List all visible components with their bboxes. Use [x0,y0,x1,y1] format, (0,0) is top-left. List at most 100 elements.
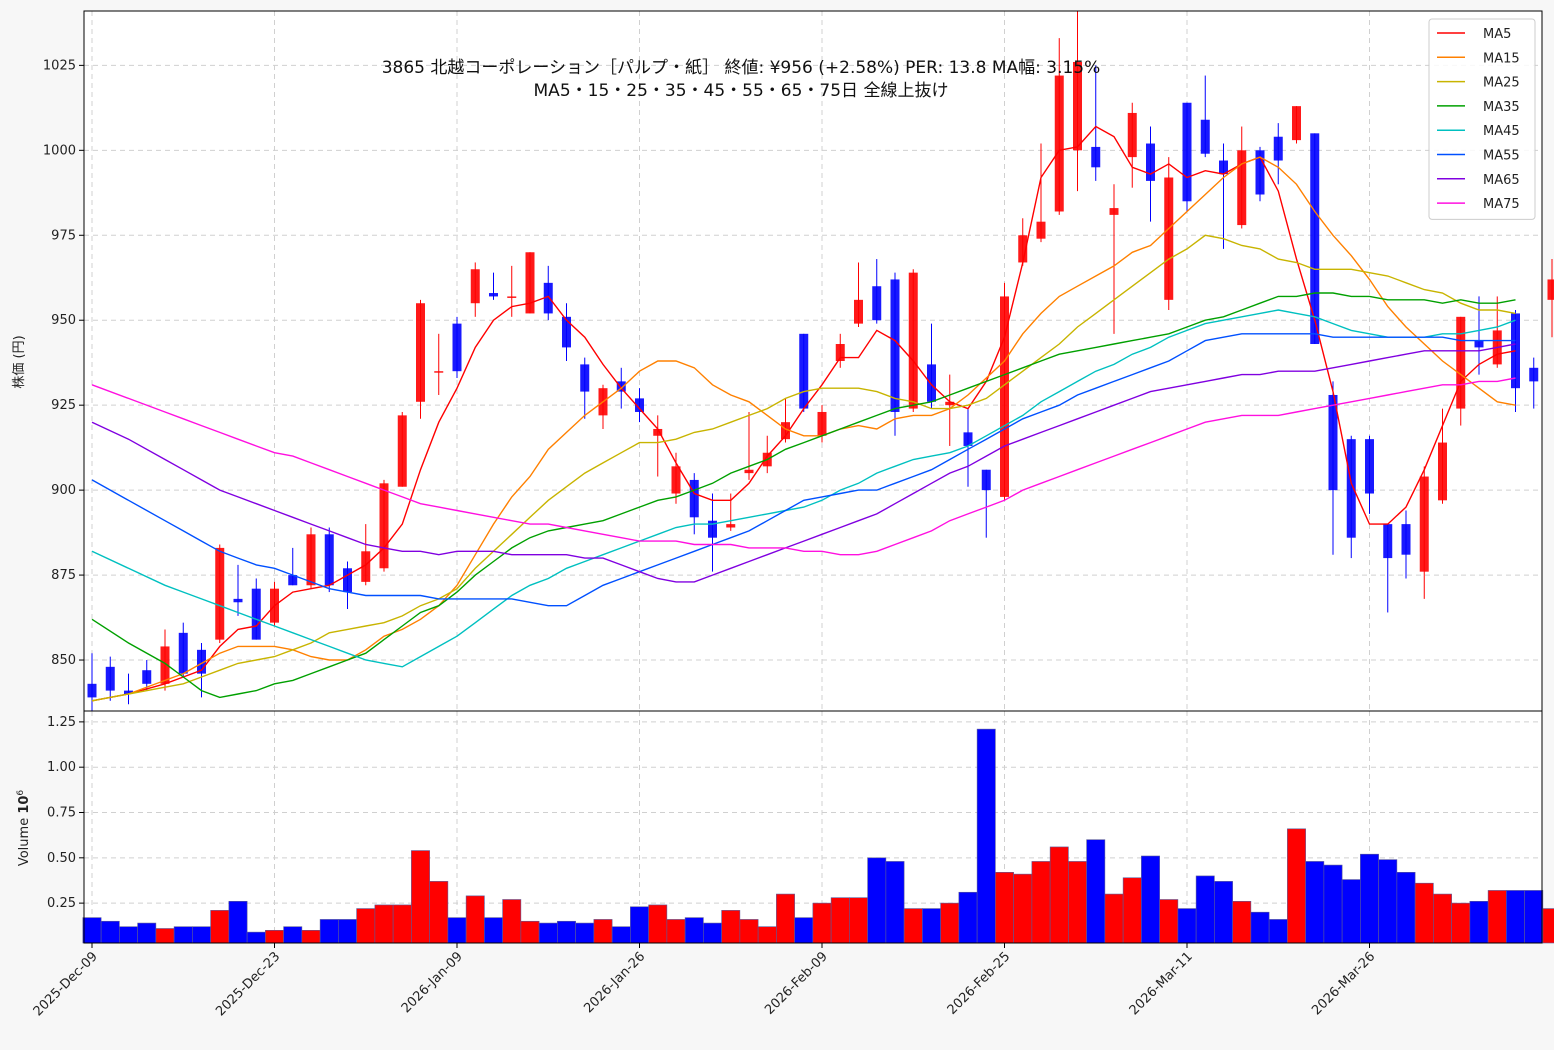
volume-exponent-power: 6 [16,790,26,796]
candle-body [872,286,882,321]
volume-bar [830,897,850,944]
price-tick-label: 850 [51,653,76,668]
date-tick-label: 2026-Feb-09 [762,949,831,1018]
candle-body [981,469,991,491]
candle-body [854,299,863,324]
candle-body [562,316,571,348]
candle-body [105,666,115,691]
legend: MA5 MA15 MA25 MA35 MA45 MA55 MA65 MA75 [1428,18,1536,220]
candle-body [817,411,827,436]
ma-line-ma55 [91,333,1516,607]
volume-bar [995,872,1014,944]
volume-bar [922,908,941,944]
candle-body [689,479,699,518]
candle-body [543,282,553,314]
date-tick-label: 2025-Dec-23 [213,949,283,1019]
candle-body [726,524,736,528]
volume-bar [1013,873,1033,944]
price-tick-label: 1000 [43,143,76,158]
candle-body [616,381,626,392]
candle-body [178,632,188,674]
volume-tick-label: 0.75 [47,806,76,821]
candle-body [1054,75,1064,212]
volume-bar [192,926,211,944]
candle-body [361,551,371,582]
volume-bar [1068,861,1087,944]
volume-bar [593,919,613,944]
candle-body [1200,119,1210,154]
volume-bar [1542,908,1554,944]
candle-body [1182,102,1192,202]
candle-body [835,344,845,361]
date-tick-label: 2026-Feb-25 [945,949,1014,1018]
candle-body [470,269,480,304]
volume-bar [356,908,376,944]
volume-bar [1487,890,1507,944]
chart-subtitle: MA5・15・25・35・45・55・65・75日 全線上抜け [534,81,949,101]
price-axis-label: 株価 (円) [12,335,27,388]
volume-tick-label: 0.50 [47,851,76,866]
candle-body [1073,61,1082,151]
volume-bar [283,926,303,944]
candle-body [1383,524,1393,559]
legend-label: MA45 [1483,124,1520,139]
volume-bar [885,861,905,944]
legend-label: MA25 [1483,76,1520,91]
volume-bar [520,920,540,944]
candle-body [87,683,97,698]
price-tick-label: 875 [51,568,76,583]
volume-bar [849,897,868,944]
volume-bar [611,926,631,944]
volume-bar [1031,861,1051,944]
volume-bar [447,917,467,944]
volume-bar [1159,899,1179,944]
candle-body [124,690,133,695]
volume-axis-label-text: Volume [17,818,32,866]
volume-bar [1232,901,1252,944]
candle-body [781,422,790,440]
volume-bar [575,922,595,944]
volume-bar [338,919,357,944]
volume-bar [1451,902,1471,944]
volume-bar [958,891,978,944]
volume-bar [392,904,412,944]
candle-body [1109,208,1119,215]
volume-bar [465,895,485,944]
candle-body [233,598,243,603]
candle-body [1127,112,1137,158]
volume-bar [1524,890,1544,944]
volume-frame [83,710,1543,944]
volume-bar [630,906,649,944]
volume-bar [155,928,175,944]
candle-body [160,646,170,684]
volume-axis-label: Volume 106 [16,790,32,867]
date-tick-label: 2026-Jan-09 [399,949,466,1016]
volume-bar [1433,893,1452,944]
volume-bar [1250,911,1270,944]
price-plot-area [84,11,1542,711]
volume-bar [703,922,722,944]
legend-label: MA55 [1483,149,1520,164]
volume-bar [210,910,230,944]
candle-body [653,428,663,436]
volume-bar [301,930,321,944]
volume-bar [228,901,248,944]
volume-bar [903,908,923,944]
candle-body [416,303,425,402]
date-tick-label: 2026-Mar-11 [1127,949,1196,1018]
volume-bar [776,893,795,944]
candle-body [1146,143,1155,181]
candle-body [927,364,936,402]
ma-line-ma45 [91,309,1516,668]
volume-tick-label: 1.00 [47,760,76,775]
legend-label: MA15 [1483,51,1520,66]
candle-body [306,534,316,586]
candle-body [1273,136,1283,161]
volume-bar [502,899,522,944]
volume-bar [976,728,996,944]
volume-bar [429,881,449,944]
candle-body [379,483,389,569]
volume-bar [1086,839,1106,944]
volume-bar [1378,859,1398,944]
chart-title: 3865 北越コーポレーション［パルプ・紙］ 終値: ¥956 (+2.58%)… [382,58,1101,78]
